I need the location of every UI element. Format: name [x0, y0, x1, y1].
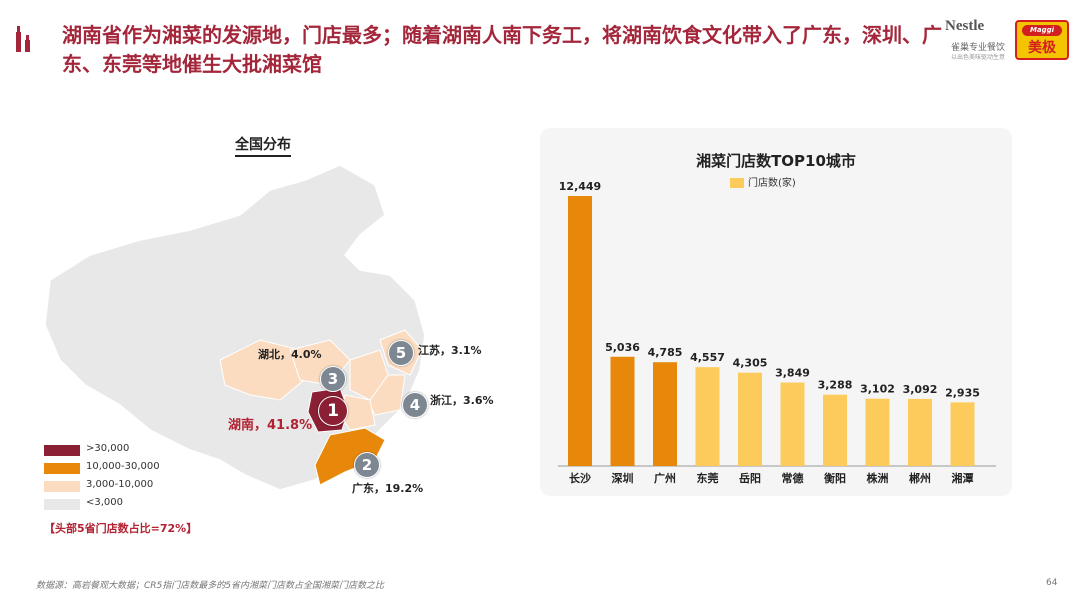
- bar-广州: [653, 362, 677, 466]
- category-label: 岳阳: [739, 471, 761, 485]
- top5-share-note: 【头部5省门店数占比=72%】: [44, 522, 198, 535]
- category-label: 东莞: [697, 471, 719, 485]
- bar-value-label: 3,092: [903, 383, 938, 396]
- legend-swatch: [44, 445, 80, 456]
- callout-guangdong: 广东，19.2%: [352, 482, 424, 495]
- chart-legend-label: 门店数(家): [748, 178, 796, 189]
- legend-swatch: [44, 481, 80, 492]
- bar-value-label: 2,935: [945, 386, 980, 399]
- map-region-east-mid: [349, 349, 389, 401]
- bar-株洲: [865, 398, 890, 466]
- page-title: 湖南省作为湘菜的发源地，门店最多；随着湖南人南下务工，将湖南饮食文化带入了广东，…: [62, 23, 942, 76]
- chart-title: 湘菜门店数TOP10城市: [696, 152, 856, 170]
- bar-湘潭: [950, 402, 975, 466]
- page-number: 64: [1046, 578, 1058, 588]
- maggi-logo-top: Maggi: [1022, 25, 1062, 36]
- legend-swatch: [44, 463, 80, 474]
- nestle-subtitle: 雀巢专业餐饮: [951, 43, 1006, 53]
- bar-长沙: [568, 196, 592, 466]
- callout-jiangsu: 江苏，3.1%: [418, 344, 482, 357]
- bar-深圳: [610, 356, 635, 466]
- callout-number-2: 2: [354, 452, 380, 478]
- callout-hubei: 湖北，4.0%: [258, 348, 322, 361]
- category-label: 常德: [782, 471, 804, 485]
- bar-郴州: [908, 398, 932, 466]
- callout-number-1: 1: [318, 396, 348, 426]
- category-label: 株洲: [867, 471, 889, 485]
- bar-value-label: 12,449: [559, 180, 601, 193]
- bar-value-label: 4,557: [690, 351, 725, 364]
- map-region-light-west: [219, 339, 311, 401]
- map-heading: 全国分布: [235, 134, 291, 157]
- category-label: 深圳: [612, 471, 634, 485]
- brand-logos: Nestle 雀巢专业餐饮 以出色美味驱动生意 Maggi 美极: [945, 18, 1075, 64]
- category-label: 广州: [654, 471, 676, 485]
- legend-swatch: [44, 499, 80, 510]
- callout-hunan: 湖南，41.8%: [228, 418, 313, 433]
- legend-label: 3,000-10,000: [86, 479, 154, 490]
- nestle-tagline: 以出色美味驱动生意: [951, 54, 1006, 61]
- category-label: 郴州: [909, 471, 931, 485]
- bar-value-label: 4,785: [648, 346, 683, 359]
- data-source-note: 数据源：高岩餐观大数据；CR5指门店数最多的5省内湘菜门店数占全国湘菜门店数之比: [36, 581, 384, 591]
- legend-label: 10,000-30,000: [86, 461, 160, 472]
- bar-东莞: [695, 367, 720, 466]
- category-label: 长沙: [569, 471, 591, 485]
- bar-岳阳: [738, 372, 762, 466]
- bar-value-label: 3,102: [860, 383, 895, 396]
- bar-常德: [780, 382, 805, 466]
- chart-panel: 湘菜门店数TOP10城市 门店数(家) 12,449 长沙 5,036 深圳 4,785…: [540, 128, 1012, 496]
- callout-number-5: 5: [388, 340, 414, 366]
- bottle-icon: [16, 26, 30, 52]
- legend-label: >30,000: [86, 443, 130, 454]
- category-label: 衡阳: [824, 471, 846, 485]
- chart-legend: 门店数(家): [730, 174, 796, 189]
- maggi-logo: Maggi 美极: [1015, 20, 1069, 60]
- callout-number-4: 4: [402, 392, 428, 418]
- chart-legend-swatch: [730, 178, 744, 188]
- bar-value-label: 3,849: [775, 367, 810, 380]
- callout-number-3: 3: [320, 366, 346, 392]
- bar-value-label: 4,305: [733, 357, 768, 370]
- maggi-logo-cn: 美极: [1028, 40, 1056, 56]
- bar-value-label: 5,036: [605, 341, 640, 354]
- category-label: 湘潭: [952, 471, 974, 485]
- legend-label: <3,000: [86, 497, 124, 508]
- bar-value-label: 3,288: [818, 379, 853, 392]
- nestle-logo: Nestle: [945, 18, 985, 34]
- bar-chart: 12,449 长沙 5,036 深圳 4,785 广州 4,557 东莞 4,305 岳阳 3,84…: [558, 180, 996, 485]
- bar-衡阳: [823, 394, 847, 466]
- callout-zhejiang: 浙江，3.6%: [430, 394, 494, 407]
